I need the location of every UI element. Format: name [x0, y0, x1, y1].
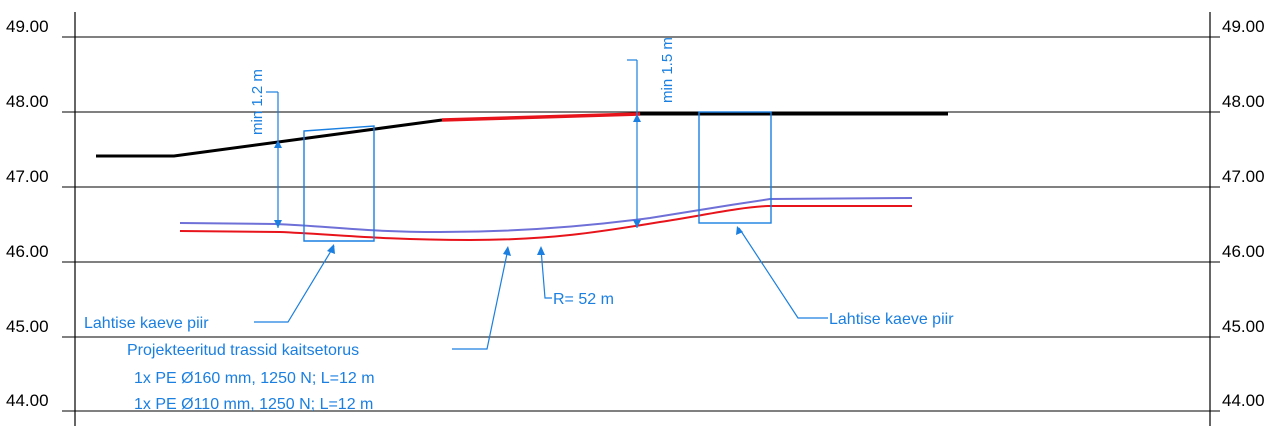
leader-designed-routes	[452, 248, 509, 350]
level-label-right-47: 47.00	[1222, 167, 1265, 186]
level-label-right-48: 48.00	[1222, 92, 1265, 111]
min-cover-right-label: min 1.5 m	[659, 37, 676, 103]
left-level-labels: 49.00 48.00 47.00 46.00 45.00 44.00	[6, 17, 49, 410]
trench-left-label: Lahtise kaeve piir	[84, 315, 209, 332]
level-label-left-47: 47.00	[6, 167, 49, 186]
ground-surface-left	[96, 118, 443, 158]
level-label-left-44: 44.00	[6, 391, 49, 410]
right-level-labels: 49.00 48.00 47.00 46.00 45.00 44.00	[1222, 17, 1265, 410]
pipe-red	[179, 205, 912, 242]
leader-radius	[540, 248, 552, 299]
leader-trench-right	[738, 227, 828, 319]
level-label-left-46: 46.00	[6, 242, 49, 261]
level-label-left-48: 48.00	[6, 92, 49, 111]
pipe-spec-2: 1x PE Ø110 mm, 1250 N; L=12 m	[134, 396, 373, 413]
pipe-purple	[179, 197, 913, 234]
leader-lines	[254, 227, 828, 350]
radius-label: R= 52 m	[553, 291, 614, 308]
min-cover-left-label: min 1.2 m	[249, 69, 266, 135]
trench-box-right	[698, 111, 772, 224]
leader-trench-left	[254, 245, 335, 323]
level-label-right-45: 45.00	[1222, 317, 1265, 336]
min-cover-right-dimension	[627, 59, 641, 228]
pipe-spec-1: 1x PE Ø160 mm, 1250 N; L=12 m	[134, 370, 375, 387]
min-cover-left-dimension	[266, 91, 282, 228]
trench-box-left	[303, 125, 375, 242]
ground-surface-highlight	[441, 112, 641, 122]
designed-routes-label: Projekteeritud trassid kaitsetorus	[127, 342, 359, 359]
leader-arrowheads	[327, 226, 743, 256]
level-label-right-46: 46.00	[1222, 242, 1265, 261]
trench-right-label: Lahtise kaeve piir	[829, 311, 954, 328]
level-label-left-45: 45.00	[6, 317, 49, 336]
level-label-right-44: 44.00	[1222, 391, 1265, 410]
level-label-left-49: 49.00	[6, 17, 49, 36]
elevation-grid	[62, 36, 1220, 412]
level-label-right-49: 49.00	[1222, 17, 1265, 36]
